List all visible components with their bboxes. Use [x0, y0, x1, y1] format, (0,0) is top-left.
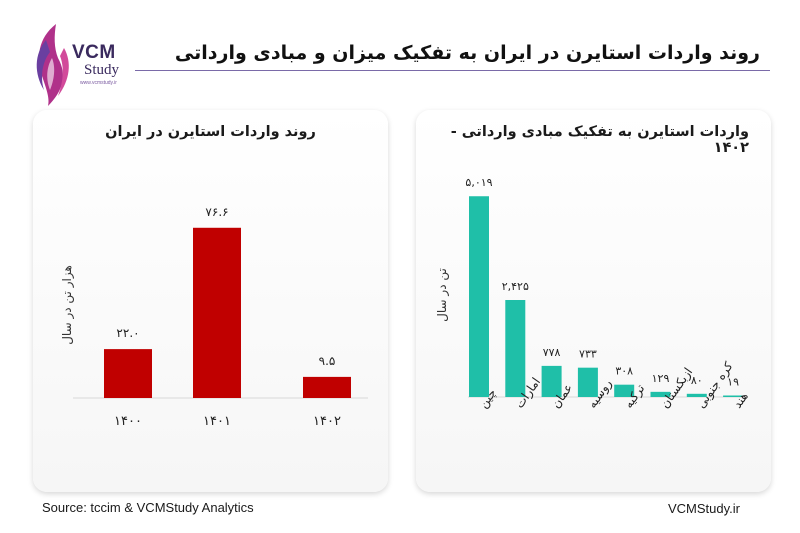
bar-6: [686, 393, 707, 397]
bar-0: [104, 349, 152, 398]
title-divider: [135, 70, 770, 71]
data-label-7: ۱۹: [727, 376, 739, 389]
brand-name: VCM: [72, 42, 116, 63]
y-axis-label: هزار تن در سال: [60, 265, 75, 345]
data-label-5: ۱۲۹: [652, 372, 670, 385]
right-chart: تن در سال۵,۰۱۹چین۲,۴۲۵امارات۷۷۸عمان۷۳۳رو…: [435, 176, 751, 411]
bar-2: [303, 376, 351, 398]
bar-1: [193, 227, 241, 398]
brand-site: www.vcmstudy.ir: [80, 80, 117, 86]
tick-label-7: هند: [730, 389, 751, 410]
bar-5: [650, 391, 671, 397]
bar-3: [577, 367, 598, 397]
tick-label-2: ۱۴۰۲: [313, 414, 341, 429]
right-chart-title: واردات استایرن به تفکیک مبادی وارداتی - …: [450, 124, 749, 156]
vcm-logo: [28, 18, 138, 108]
main-title: روند واردات استایرن در ایران به تفکیک می…: [174, 42, 760, 64]
data-label-3: ۷۳۳: [579, 348, 597, 361]
flame-icon: [36, 24, 69, 106]
data-label-1: ۲,۴۲۵: [502, 280, 529, 293]
bar-0: [469, 196, 489, 397]
data-label-2: ۹.۵: [319, 354, 336, 368]
data-label-0: ۵,۰۱۹: [465, 176, 492, 189]
bar-1: [505, 300, 526, 397]
data-label-2: ۷۷۸: [543, 346, 561, 359]
bar-2: [541, 365, 562, 397]
bar-7: [723, 395, 744, 397]
brand-sub: Study: [84, 62, 120, 78]
left-chart-title: روند واردات استایرن در ایران: [105, 124, 316, 140]
data-label-0: ۲۲.۰: [116, 326, 139, 340]
source-note: Source: tccim & VCMStudy Analytics: [42, 500, 254, 515]
y-axis-label: تن در سال: [435, 268, 450, 322]
tick-label-1: ۱۴۰۱: [203, 414, 231, 429]
data-label-1: ۷۶.۶: [205, 205, 228, 219]
right-chart-panel: واردات استایرن به تفکیک مبادی وارداتی - …: [416, 110, 771, 492]
data-label-4: ۳۰۸: [615, 365, 633, 378]
data-label-6: ۸۰: [691, 374, 703, 387]
left-chart-panel: روند واردات استایرن در ایران هزار تن در …: [33, 110, 388, 492]
tick-label-0: ۱۴۰۰: [114, 414, 142, 429]
left-chart: هزار تن در سال ۲۲.۰ ۱۴۰۰ ۷۶.۶ ۱۴۰۱ ۹.۵ ۱۴۰۲: [60, 205, 368, 429]
bar-4: [614, 384, 635, 397]
site-link[interactable]: VCMStudy.ir: [668, 501, 740, 516]
